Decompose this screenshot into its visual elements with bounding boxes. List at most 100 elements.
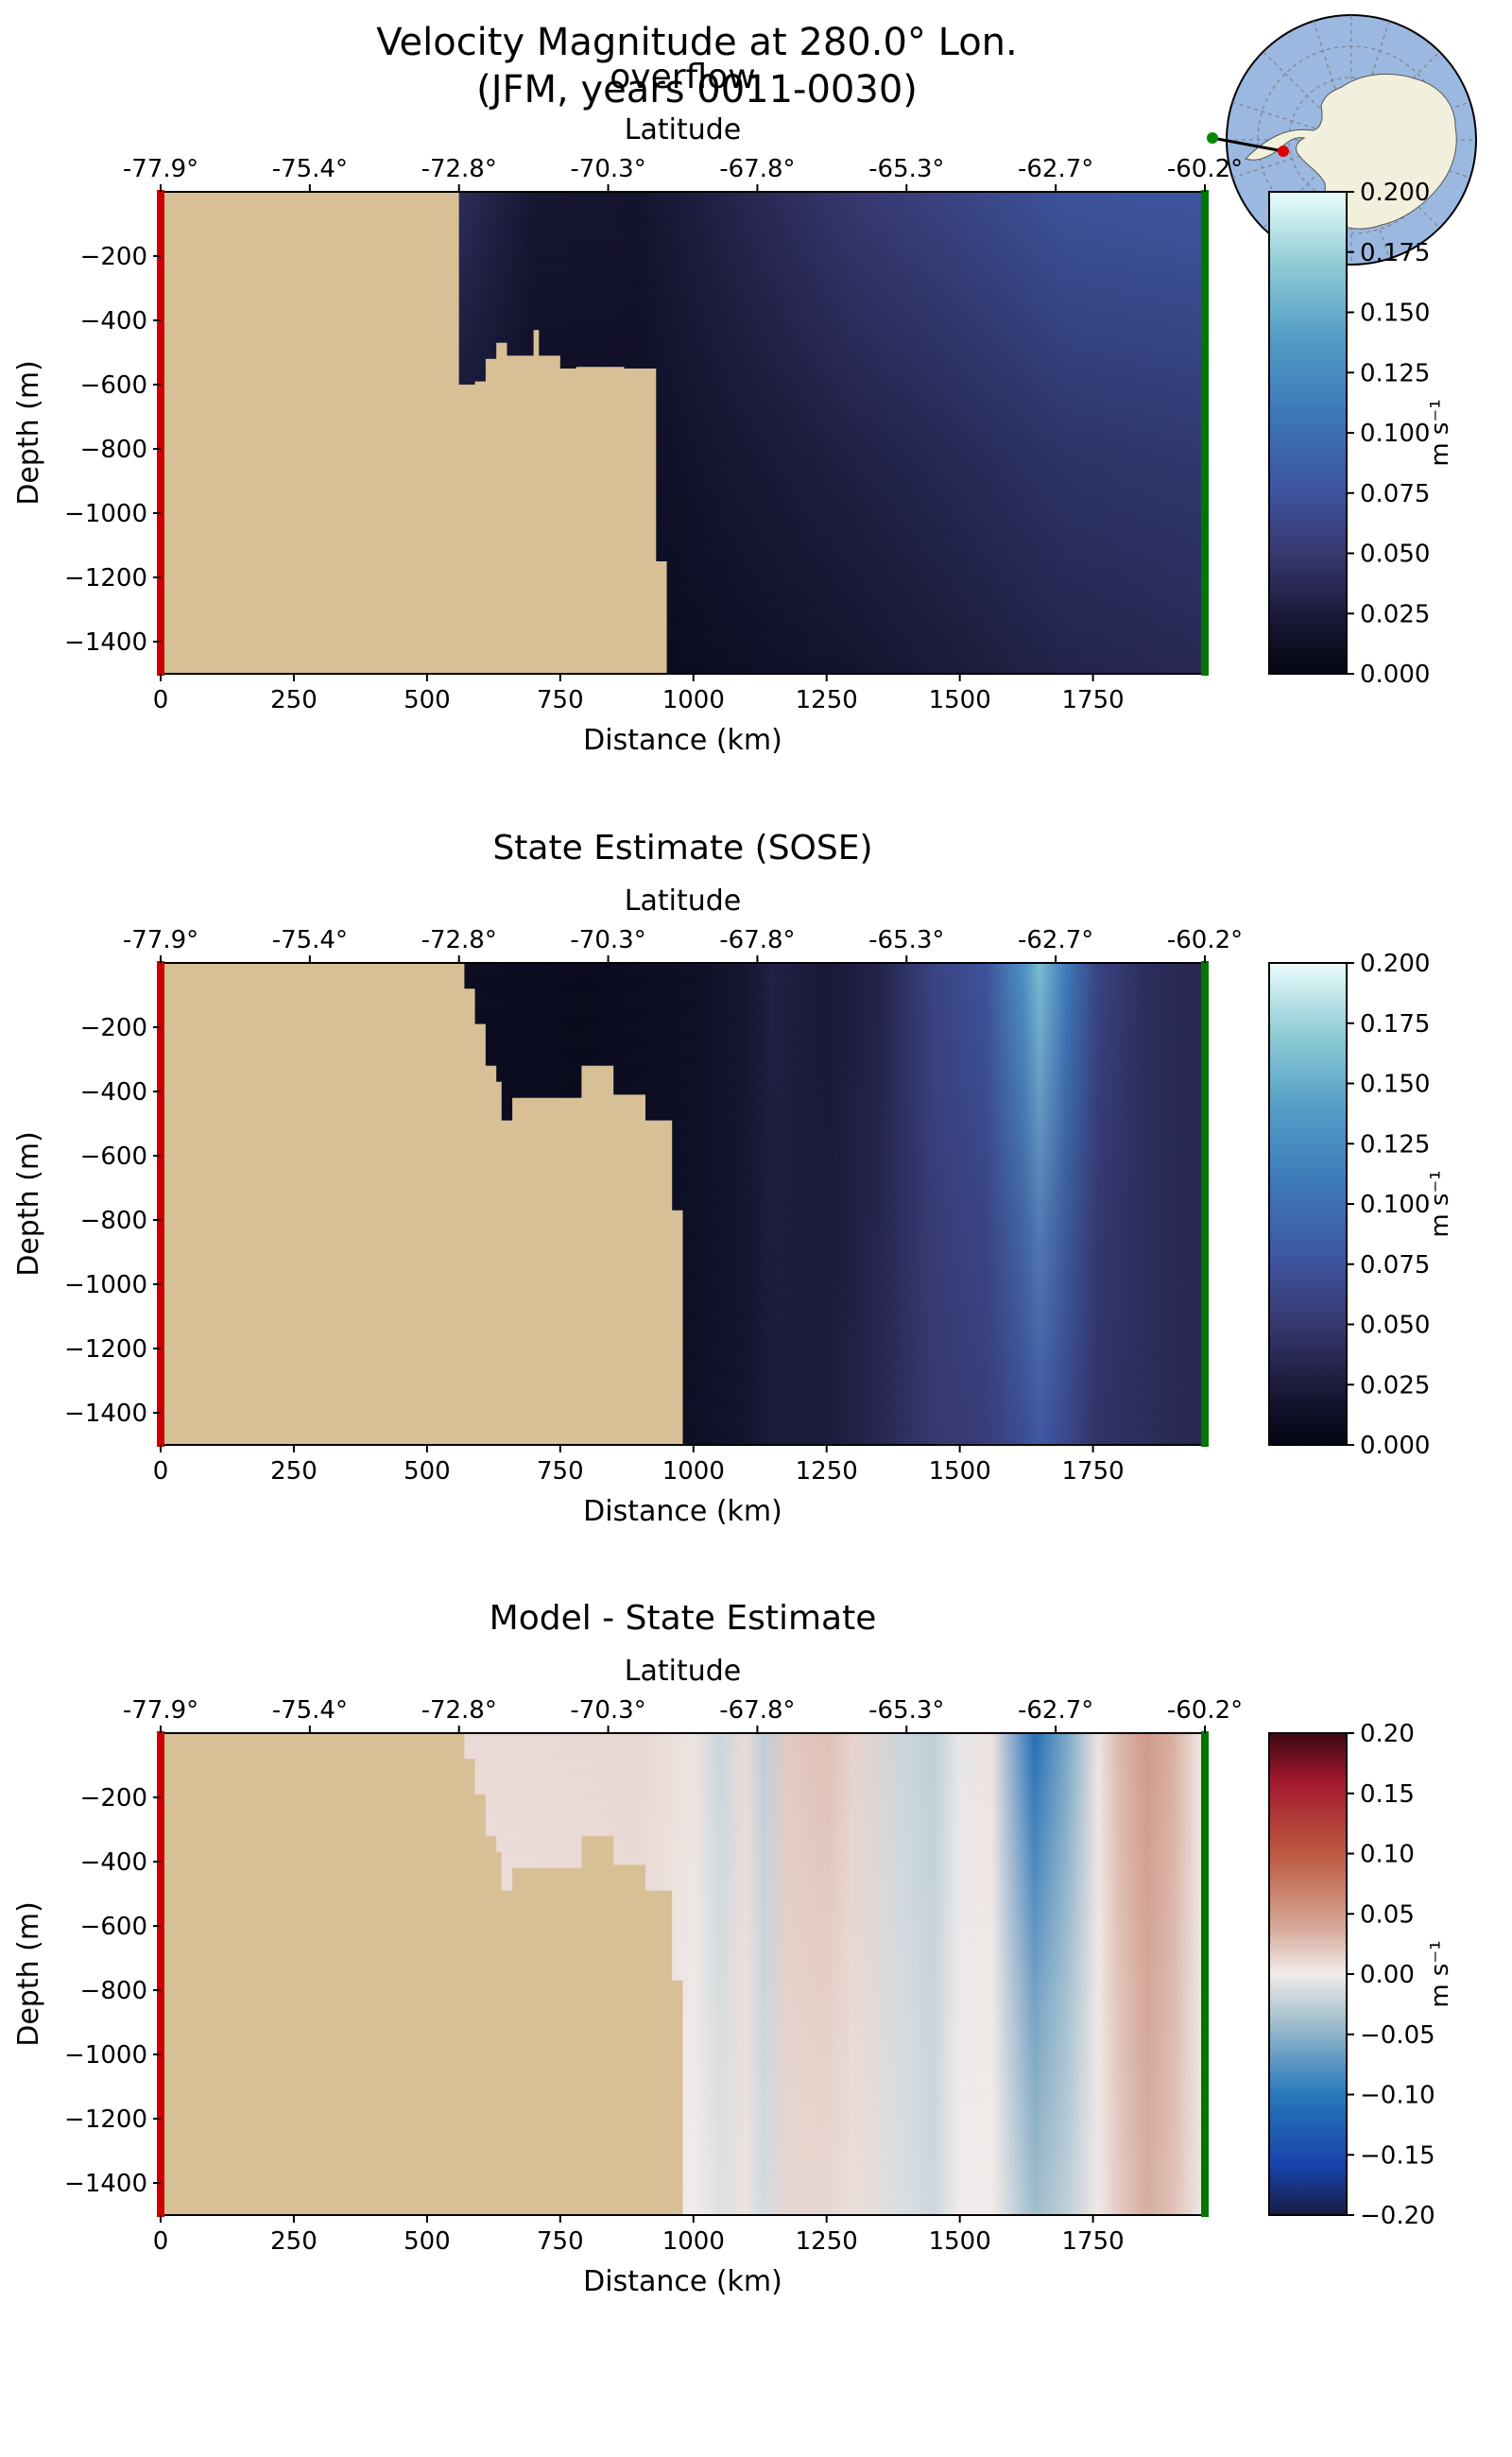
- y-tick-label: −1200: [64, 2105, 147, 2134]
- colorbar-tick-label: 0.200: [1360, 950, 1430, 978]
- y-tick-label: −1200: [64, 1335, 147, 1364]
- x-tick-label: 1250: [796, 2227, 858, 2256]
- top-tick-label: -62.7°: [1018, 1696, 1093, 1725]
- colorbar: [1268, 191, 1348, 675]
- x-tick-label: 1500: [929, 686, 991, 714]
- y-tick-label: −1000: [64, 2041, 147, 2070]
- y-axis-label: Depth (m): [12, 1131, 45, 1277]
- top-tick-label: -62.7°: [1018, 926, 1093, 954]
- colorbar-tick-label: 0.100: [1360, 420, 1430, 448]
- top-tick-label: -65.3°: [868, 1696, 944, 1725]
- x-tick-label: 1500: [929, 1457, 991, 1486]
- y-tick-label: −200: [80, 243, 147, 271]
- colorbar-label: m s⁻¹: [1426, 399, 1454, 466]
- x-tick-label: 250: [270, 2227, 318, 2256]
- top-tick-label: -60.2°: [1167, 155, 1243, 183]
- x-axis-label: Distance (km): [583, 2265, 782, 2298]
- y-tick-label: −600: [80, 1913, 147, 1941]
- colorbar-tick-label: 0.175: [1360, 239, 1430, 267]
- x-tick-label: 750: [537, 686, 584, 714]
- y-tick-label: −400: [80, 1078, 147, 1107]
- top-tick-label: -75.4°: [272, 1696, 348, 1725]
- colorbar-tick-label: 0.125: [1360, 359, 1430, 387]
- y-tick-label: −1400: [64, 628, 147, 657]
- colorbar-label: m s⁻¹: [1426, 1170, 1454, 1237]
- top-tick-label: -72.8°: [421, 1696, 497, 1725]
- colorbar-tick-label: −0.20: [1360, 2202, 1435, 2230]
- y-tick-label: −200: [80, 1014, 147, 1042]
- colorbar-tick-label: 0.000: [1360, 661, 1430, 689]
- x-tick-label: 1750: [1062, 2227, 1125, 2256]
- top-tick-label: -77.9°: [123, 926, 198, 954]
- colorbar-tick-label: 0.025: [1360, 600, 1430, 628]
- top-axis-label: Latitude: [625, 113, 741, 146]
- top-tick-label: -67.8°: [719, 1696, 795, 1725]
- colorbar-tick-label: −0.05: [1360, 2021, 1435, 2050]
- y-tick-label: −400: [80, 1848, 147, 1877]
- colorbar-tick-label: 0.175: [1360, 1010, 1430, 1039]
- top-axis-label: Latitude: [625, 885, 741, 918]
- section-end-marker: [1201, 190, 1209, 676]
- colorbar-tick-label: 0.075: [1360, 480, 1430, 508]
- y-tick-label: −1200: [64, 564, 147, 593]
- chart-panel-3: Model - State Estimate 0 250 500 750 1000 1250…: [12, 1599, 1454, 2298]
- colorbar-tick-label: −0.10: [1360, 2082, 1435, 2110]
- colorbar-tick-label: 0.000: [1360, 1432, 1430, 1460]
- x-tick-label: 1750: [1062, 686, 1125, 714]
- colorbar-tick-label: 0.100: [1360, 1191, 1430, 1219]
- bathymetry-land: [161, 192, 667, 674]
- inset-section-end-dot: [1207, 132, 1218, 144]
- colorbar-tick-label: −0.15: [1360, 2141, 1435, 2170]
- top-tick-label: -60.2°: [1167, 1696, 1243, 1725]
- colorbar-tick-label: 0.125: [1360, 1130, 1430, 1159]
- x-tick-label: 250: [270, 686, 318, 714]
- top-axis-label: Latitude: [625, 1655, 741, 1688]
- colorbar-tick-label: 0.10: [1360, 1841, 1415, 1869]
- top-tick-label: -62.7°: [1018, 155, 1093, 183]
- panel-title: Model - State Estimate: [490, 1599, 877, 1638]
- x-tick-label: 0: [153, 686, 169, 714]
- x-tick-label: 1250: [796, 1457, 858, 1486]
- colorbar-tick-label: 0.075: [1360, 1251, 1430, 1280]
- x-tick-label: 1000: [662, 1457, 725, 1486]
- colorbar-label: m s⁻¹: [1426, 1940, 1454, 2007]
- y-tick-label: −800: [80, 1977, 147, 2005]
- x-tick-label: 750: [537, 1457, 584, 1486]
- y-tick-label: −200: [80, 1784, 147, 1813]
- section-start-marker: [157, 961, 164, 1447]
- y-axis-label: Depth (m): [12, 1901, 45, 2047]
- x-tick-label: 500: [404, 686, 451, 714]
- y-tick-label: −1400: [64, 2170, 147, 2198]
- panel-title: State Estimate (SOSE): [492, 829, 872, 868]
- x-tick-label: 750: [537, 2227, 584, 2256]
- x-tick-label: 1000: [662, 2227, 725, 2256]
- top-tick-label: -77.9°: [123, 1696, 198, 1725]
- bathymetry-land: [161, 963, 683, 1445]
- y-tick-label: −400: [80, 307, 147, 335]
- chart-panel-1: overflow 0 250 500 750 1000 1250 1500 1750 Distan…: [12, 58, 1454, 757]
- section-end-marker: [1201, 961, 1209, 1447]
- x-axis-label: Distance (km): [583, 1495, 782, 1528]
- x-tick-label: 500: [404, 2227, 451, 2256]
- inset-section-line: [1211, 136, 1284, 153]
- colorbar: [1268, 962, 1348, 1446]
- x-tick-label: 1500: [929, 2227, 991, 2256]
- x-tick-label: 500: [404, 1457, 451, 1486]
- colorbar-tick-label: 0.20: [1360, 1720, 1415, 1748]
- x-tick-label: 0: [153, 1457, 169, 1486]
- colorbar-tick-label: 0.150: [1360, 300, 1430, 328]
- section-start-marker: [157, 190, 164, 676]
- x-tick-label: 1000: [662, 686, 725, 714]
- top-tick-label: -65.3°: [868, 926, 944, 954]
- top-tick-label: -75.4°: [272, 155, 348, 183]
- x-tick-label: 1750: [1062, 1457, 1125, 1486]
- colorbar-tick-label: 0.050: [1360, 541, 1430, 569]
- colorbar: [1268, 1732, 1348, 2216]
- inset-section-start-dot: [1278, 146, 1289, 157]
- top-tick-label: -72.8°: [421, 155, 497, 183]
- top-tick-label: -70.3°: [570, 155, 645, 183]
- colorbar-tick-label: 0.200: [1360, 179, 1430, 207]
- inset-antarctica: [1245, 73, 1457, 230]
- top-tick-label: -60.2°: [1167, 926, 1243, 954]
